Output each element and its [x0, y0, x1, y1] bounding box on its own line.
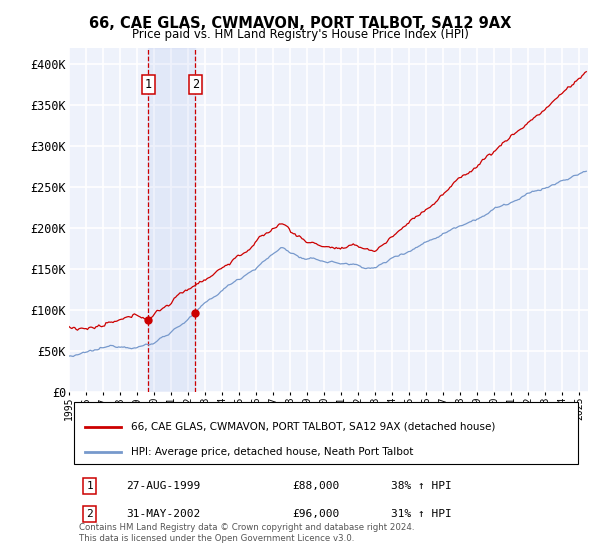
Text: 38% ↑ HPI: 38% ↑ HPI	[391, 481, 452, 491]
Text: 66, CAE GLAS, CWMAVON, PORT TALBOT, SA12 9AX (detached house): 66, CAE GLAS, CWMAVON, PORT TALBOT, SA12…	[131, 422, 496, 432]
Text: Price paid vs. HM Land Registry's House Price Index (HPI): Price paid vs. HM Land Registry's House …	[131, 28, 469, 41]
FancyBboxPatch shape	[74, 402, 578, 464]
Text: 27-AUG-1999: 27-AUG-1999	[126, 481, 200, 491]
Text: £88,000: £88,000	[292, 481, 340, 491]
Text: HPI: Average price, detached house, Neath Port Talbot: HPI: Average price, detached house, Neat…	[131, 447, 413, 457]
Text: 1: 1	[145, 78, 152, 91]
Text: 66, CAE GLAS, CWMAVON, PORT TALBOT, SA12 9AX: 66, CAE GLAS, CWMAVON, PORT TALBOT, SA12…	[89, 16, 511, 31]
Text: £96,000: £96,000	[292, 510, 340, 519]
Text: 2: 2	[191, 78, 199, 91]
Text: 2: 2	[86, 510, 93, 519]
Bar	[148, 48, 195, 392]
Text: Contains HM Land Registry data © Crown copyright and database right 2024.
This d: Contains HM Land Registry data © Crown c…	[79, 523, 415, 543]
Text: 1: 1	[86, 481, 93, 491]
Text: 31% ↑ HPI: 31% ↑ HPI	[391, 510, 452, 519]
Text: 31-MAY-2002: 31-MAY-2002	[126, 510, 200, 519]
